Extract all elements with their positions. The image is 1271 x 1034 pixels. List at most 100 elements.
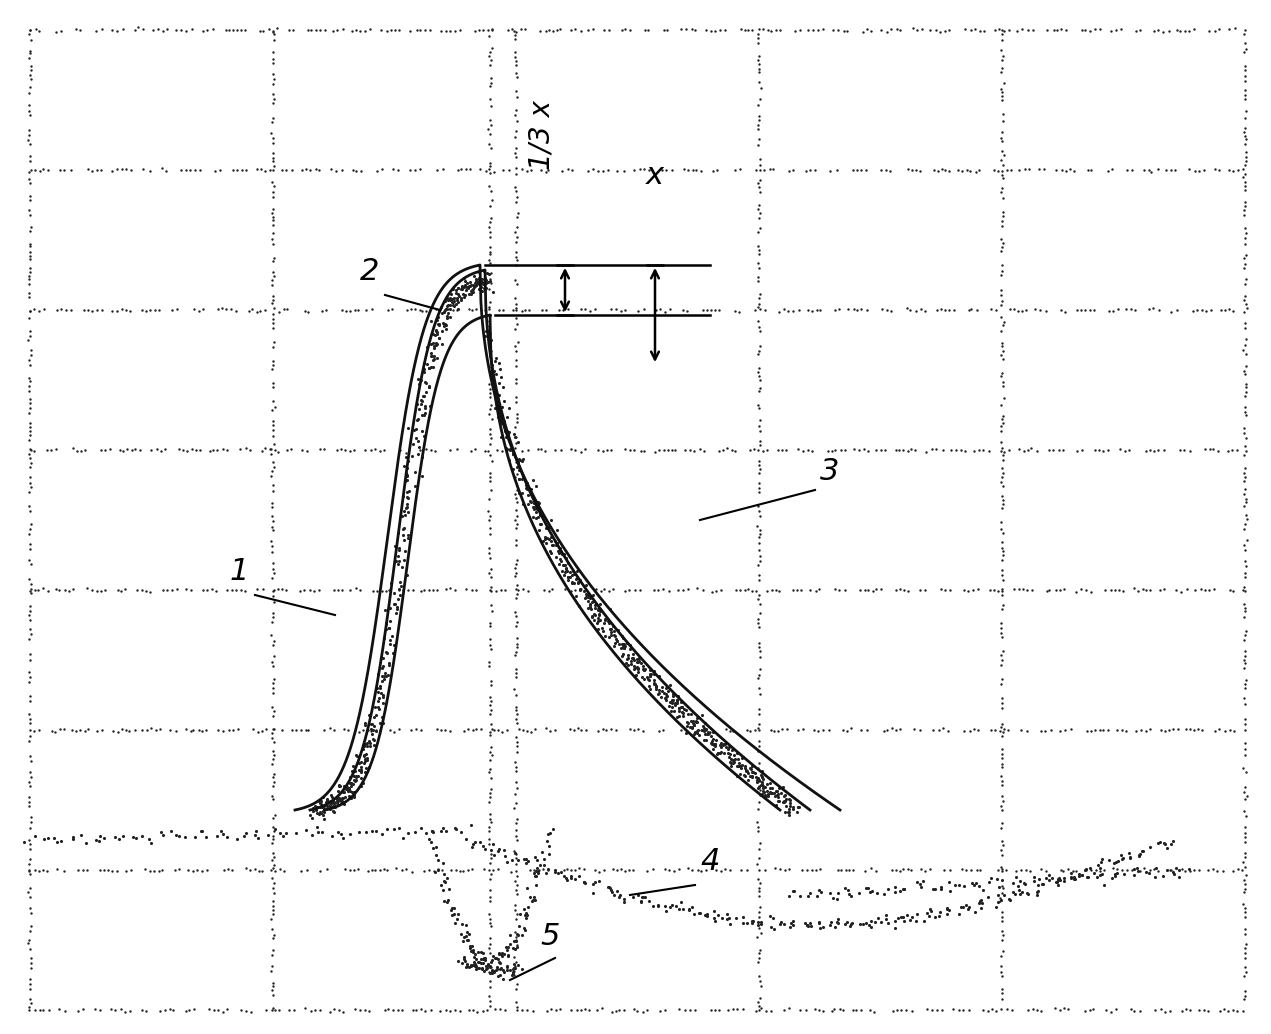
Point — [550, 1001, 571, 1017]
Point — [656, 686, 676, 702]
Point — [506, 822, 526, 839]
Point — [1074, 1003, 1094, 1020]
Point — [1234, 465, 1254, 482]
Point — [272, 161, 292, 178]
Point — [506, 229, 526, 245]
Point — [165, 861, 186, 878]
Point — [702, 732, 722, 749]
Point — [140, 302, 160, 318]
Point — [749, 26, 769, 42]
Point — [1004, 581, 1024, 598]
Point — [993, 113, 1013, 129]
Point — [19, 981, 39, 998]
Point — [735, 759, 755, 776]
Point — [993, 22, 1013, 38]
Point — [310, 796, 330, 813]
Point — [588, 723, 609, 739]
Point — [81, 582, 102, 599]
Point — [576, 585, 596, 602]
Point — [108, 581, 128, 598]
Point — [993, 204, 1013, 220]
Point — [1023, 22, 1043, 38]
Point — [871, 914, 891, 931]
Point — [1078, 161, 1098, 178]
Point — [24, 861, 44, 878]
Point — [263, 417, 283, 433]
Point — [943, 1001, 963, 1017]
Point — [356, 760, 376, 777]
Point — [320, 793, 341, 810]
Point — [240, 443, 261, 459]
Point — [552, 562, 572, 579]
Point — [505, 439, 525, 456]
Point — [573, 874, 594, 890]
Point — [1013, 443, 1033, 459]
Point — [1154, 580, 1174, 597]
Point — [20, 922, 41, 939]
Point — [595, 612, 615, 629]
Point — [749, 175, 769, 191]
Point — [86, 583, 107, 600]
Point — [859, 884, 880, 901]
Point — [20, 585, 41, 602]
Point — [541, 1001, 562, 1017]
Point — [758, 787, 778, 803]
Point — [477, 1002, 497, 1018]
Point — [993, 452, 1013, 468]
Point — [697, 906, 717, 922]
Point — [478, 266, 498, 282]
Point — [498, 22, 519, 38]
Point — [283, 1002, 304, 1018]
Point — [990, 308, 1010, 325]
Point — [263, 823, 283, 840]
Point — [395, 473, 416, 489]
Point — [1200, 440, 1220, 457]
Point — [407, 22, 427, 38]
Point — [125, 722, 145, 738]
Point — [437, 301, 458, 317]
Point — [749, 312, 769, 329]
Point — [488, 861, 508, 878]
Point — [614, 890, 634, 907]
Point — [685, 713, 705, 730]
Point — [1234, 62, 1254, 79]
Point — [480, 850, 501, 866]
Point — [674, 707, 694, 724]
Point — [263, 830, 283, 847]
Point — [475, 950, 496, 967]
Point — [512, 1001, 533, 1017]
Point — [661, 703, 681, 720]
Point — [934, 861, 955, 878]
Point — [353, 741, 374, 758]
Point — [798, 442, 819, 458]
Point — [525, 721, 545, 737]
Point — [541, 581, 562, 598]
Point — [993, 92, 1013, 109]
Point — [478, 960, 498, 976]
Point — [1234, 921, 1254, 938]
Point — [487, 442, 507, 458]
Point — [365, 862, 385, 879]
Point — [14, 833, 34, 850]
Point — [510, 485, 530, 501]
Point — [452, 277, 473, 294]
Point — [567, 1001, 587, 1017]
Point — [1234, 123, 1254, 140]
Point — [1077, 869, 1097, 885]
Point — [749, 742, 769, 759]
Point — [531, 844, 552, 860]
Point — [1134, 860, 1154, 877]
Point — [1070, 580, 1091, 597]
Point — [712, 910, 732, 926]
Point — [1099, 302, 1120, 318]
Point — [369, 693, 389, 709]
Point — [480, 583, 501, 600]
Point — [1235, 647, 1256, 664]
Point — [254, 302, 275, 318]
Point — [586, 581, 606, 598]
Point — [1154, 442, 1174, 458]
Point — [749, 720, 769, 736]
Point — [991, 746, 1012, 762]
Point — [252, 443, 272, 459]
Point — [479, 301, 500, 317]
